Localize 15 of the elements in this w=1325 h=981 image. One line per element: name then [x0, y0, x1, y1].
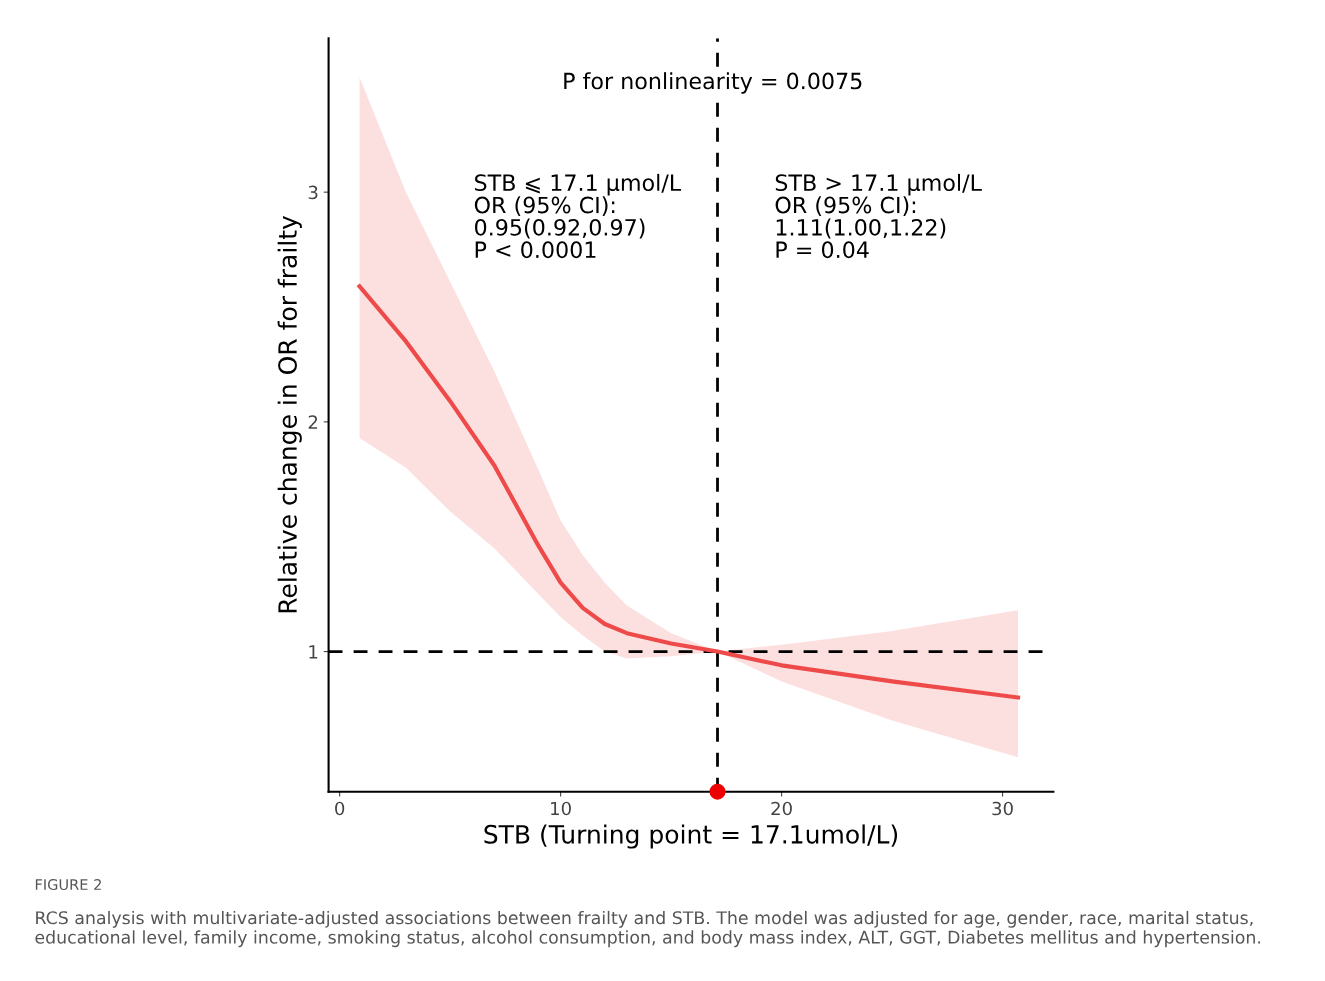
line-series — [357, 284, 1021, 700]
y-tick-label: 2 — [308, 415, 318, 429]
x-tick-label: 30 — [992, 801, 1013, 816]
x-tick-label: 0 — [335, 801, 345, 816]
annotation: STB ⩽ 17.1 μmol/L OR (95% CI): 0.95(0.92,0.97) P < 0.0001 — [474, 173, 682, 259]
x-tick-label: 20 — [771, 801, 792, 816]
text: RCS analysis with multivariate-adjusted associations between frailty and STB. The model was adjusted for age, gender, race, marital status, educational level, family income, smoking status, alcohol consumption, and body mass index, ALT, GGT, Diabetes mellitus and hypertension. — [35, 910, 1261, 948]
annotation: STB > 17.1 μmol/L OR (95% CI): 1.11(1.00,1.22) P = 0.04 — [775, 173, 982, 259]
annotation: P for nonlinearity = 0.0075 — [564, 72, 862, 94]
y-tick-label: 1 — [309, 645, 318, 659]
x-axis-title: STB (Turning point = 17.1umol/L) — [484, 824, 898, 849]
caption: FIGURE 2 — [35, 879, 101, 891]
y-tick-label: 3 — [308, 185, 318, 200]
y-axis-title: Relative change in OR for frailty — [277, 215, 302, 613]
x-tick-label: 10 — [551, 801, 571, 816]
